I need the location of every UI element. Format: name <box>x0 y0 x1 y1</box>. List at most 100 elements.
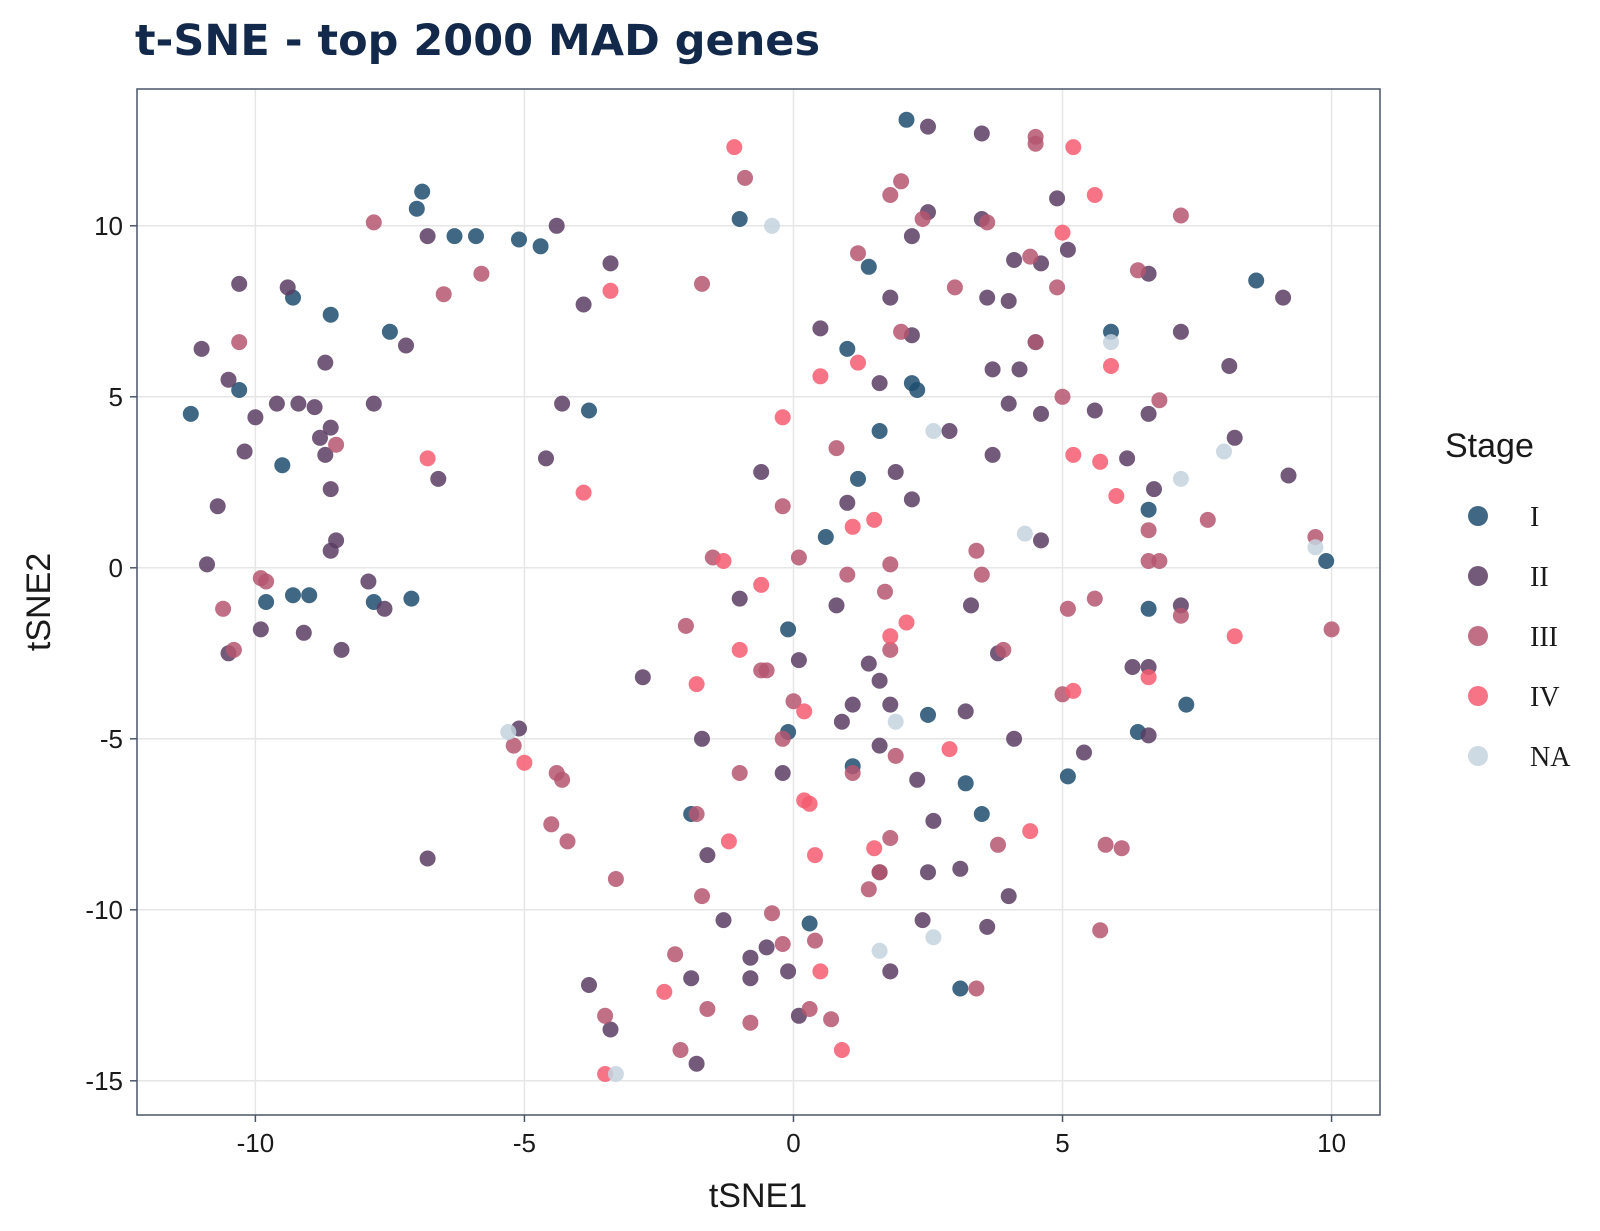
x-axis-label: tSNE1 <box>709 1177 807 1215</box>
point-stage-iii <box>699 1001 716 1017</box>
point-stage-iii <box>801 1001 818 1017</box>
point-stage-iii <box>968 980 985 997</box>
point-stage-na <box>1216 443 1232 460</box>
point-stage-iii <box>1086 590 1103 607</box>
point-stage-iii <box>1129 262 1146 279</box>
point-stage-ii <box>1140 727 1157 744</box>
plot-background <box>137 89 1380 1115</box>
point-stage-ii <box>790 652 807 669</box>
point-stage-iv <box>941 741 958 758</box>
point-stage-ii <box>295 624 312 641</box>
point-stage-iii <box>968 542 985 559</box>
point-stage-i <box>920 706 936 723</box>
point-stage-ii <box>317 446 334 463</box>
point-stage-i <box>322 306 339 323</box>
point-stage-i <box>898 111 915 128</box>
point-stage-ii <box>398 337 414 354</box>
point-stage-iv <box>812 368 829 385</box>
point-stage-iii <box>672 1042 689 1058</box>
point-stage-ii <box>1000 293 1017 309</box>
point-stage-ii <box>860 655 877 672</box>
point-stage-iii <box>914 211 931 227</box>
point-stage-ii <box>602 255 619 272</box>
point-stage-iv <box>720 833 737 850</box>
point-stage-iii <box>860 881 877 898</box>
point-stage-iv <box>753 576 770 593</box>
x-tick-label: 5 <box>1055 1128 1069 1158</box>
point-stage-iv <box>812 963 829 980</box>
point-stage-i <box>1059 768 1076 785</box>
point-stage-na <box>925 423 942 439</box>
point-stage-i <box>1178 696 1195 713</box>
point-stage-i <box>182 405 199 422</box>
point-stage-iv <box>726 139 743 156</box>
point-stage-iv <box>516 754 533 771</box>
point-stage-ii <box>812 320 829 337</box>
point-stage-i <box>952 980 969 997</box>
point-stage-iv <box>1022 823 1039 840</box>
point-stage-iii <box>1113 840 1130 857</box>
point-stage-i <box>301 587 318 604</box>
point-stage-na <box>871 942 888 959</box>
point-stage-ii <box>290 395 307 412</box>
point-stage-i <box>909 382 926 398</box>
point-stage-i <box>532 238 549 255</box>
point-stage-ii <box>871 737 888 754</box>
point-stage-ii <box>715 912 732 929</box>
point-stage-iii <box>790 549 807 566</box>
point-stage-ii <box>742 970 759 987</box>
point-stage-ii <box>199 556 215 573</box>
point-stage-ii <box>882 696 899 713</box>
point-stage-ii <box>231 275 248 292</box>
point-stage-ii <box>1140 405 1157 422</box>
point-stage-i <box>511 231 527 248</box>
y-tick-label: 0 <box>109 553 123 583</box>
point-stage-ii <box>694 730 710 747</box>
point-stage-iv <box>882 628 899 645</box>
point-stage-ii <box>554 395 571 412</box>
point-stage-iv <box>688 676 705 693</box>
point-stage-iv <box>575 484 592 501</box>
point-stage-ii <box>882 289 899 306</box>
point-stage-iii <box>871 864 888 881</box>
point-stage-ii <box>844 696 861 713</box>
gridlines <box>137 89 1380 1115</box>
point-stage-iv <box>866 511 883 528</box>
point-stage-iii <box>737 169 753 186</box>
point-stage-iii <box>215 600 232 617</box>
x-tick-label: 0 <box>786 1128 800 1158</box>
point-stage-iii <box>882 187 899 203</box>
point-stage-iv <box>796 703 813 720</box>
legend-key-iv <box>1468 686 1488 706</box>
point-stage-ii <box>903 228 920 245</box>
point-stage-iv <box>1226 628 1243 645</box>
point-stage-iv <box>602 282 619 299</box>
point-stage-ii <box>839 494 856 511</box>
y-tick-label: -10 <box>85 895 123 925</box>
point-stage-iii <box>1054 388 1071 405</box>
point-stage-na <box>1016 525 1033 542</box>
point-stage-na <box>925 929 942 946</box>
point-stage-ii <box>1275 289 1292 306</box>
point-stage-iii <box>505 737 522 754</box>
point-stage-iii <box>742 1014 759 1031</box>
legend-label-iii: III <box>1530 622 1558 653</box>
point-stage-iii <box>1059 600 1076 617</box>
point-stage-ii <box>1086 402 1103 419</box>
point-stage-iii <box>758 662 775 679</box>
point-stage-iv <box>898 614 915 631</box>
point-stage-i <box>860 258 877 275</box>
point-stage-iii <box>225 641 242 658</box>
y-tick-label: 5 <box>109 382 123 412</box>
point-stage-ii <box>973 125 990 142</box>
point-stage-iii <box>774 730 791 747</box>
point-stage-ii <box>903 491 920 508</box>
point-stage-ii <box>984 446 1001 463</box>
point-stage-iv <box>801 795 818 812</box>
point-stage-ii <box>1226 429 1243 446</box>
point-stage-na <box>887 713 904 730</box>
plot-panel <box>136 88 1381 1116</box>
point-stage-ii <box>984 361 1001 378</box>
point-stage-ii <box>871 672 888 689</box>
legend-label-iv: IV <box>1530 682 1560 713</box>
